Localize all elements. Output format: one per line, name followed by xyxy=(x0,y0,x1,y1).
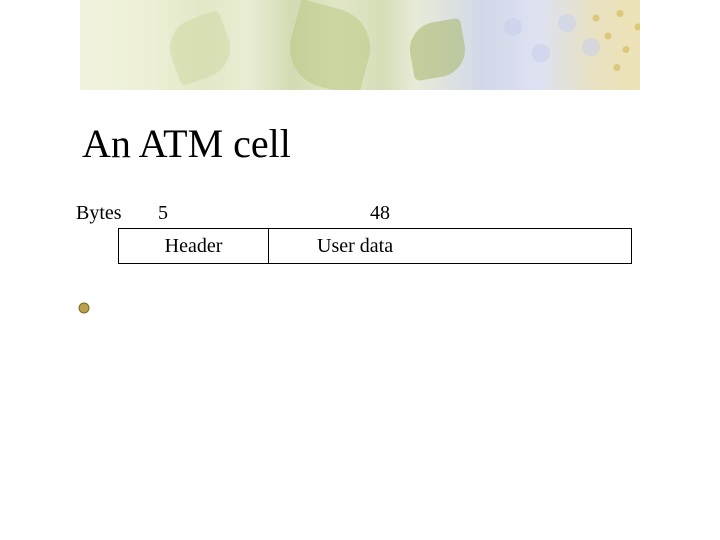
segment-header: Header xyxy=(118,228,268,264)
bytes-row-label: Bytes xyxy=(76,202,122,225)
segment-user-data: User data xyxy=(268,228,632,264)
decorative-banner xyxy=(80,0,640,90)
atm-cell-diagram: Header User data xyxy=(118,228,632,264)
bullet-icon xyxy=(78,302,90,314)
segment-label: Header xyxy=(119,235,268,258)
segment-size-header: 48 xyxy=(370,202,390,225)
slide-title: An ATM cell xyxy=(82,120,291,167)
segment-size-header: 5 xyxy=(158,202,168,225)
segment-label: User data xyxy=(269,235,631,258)
